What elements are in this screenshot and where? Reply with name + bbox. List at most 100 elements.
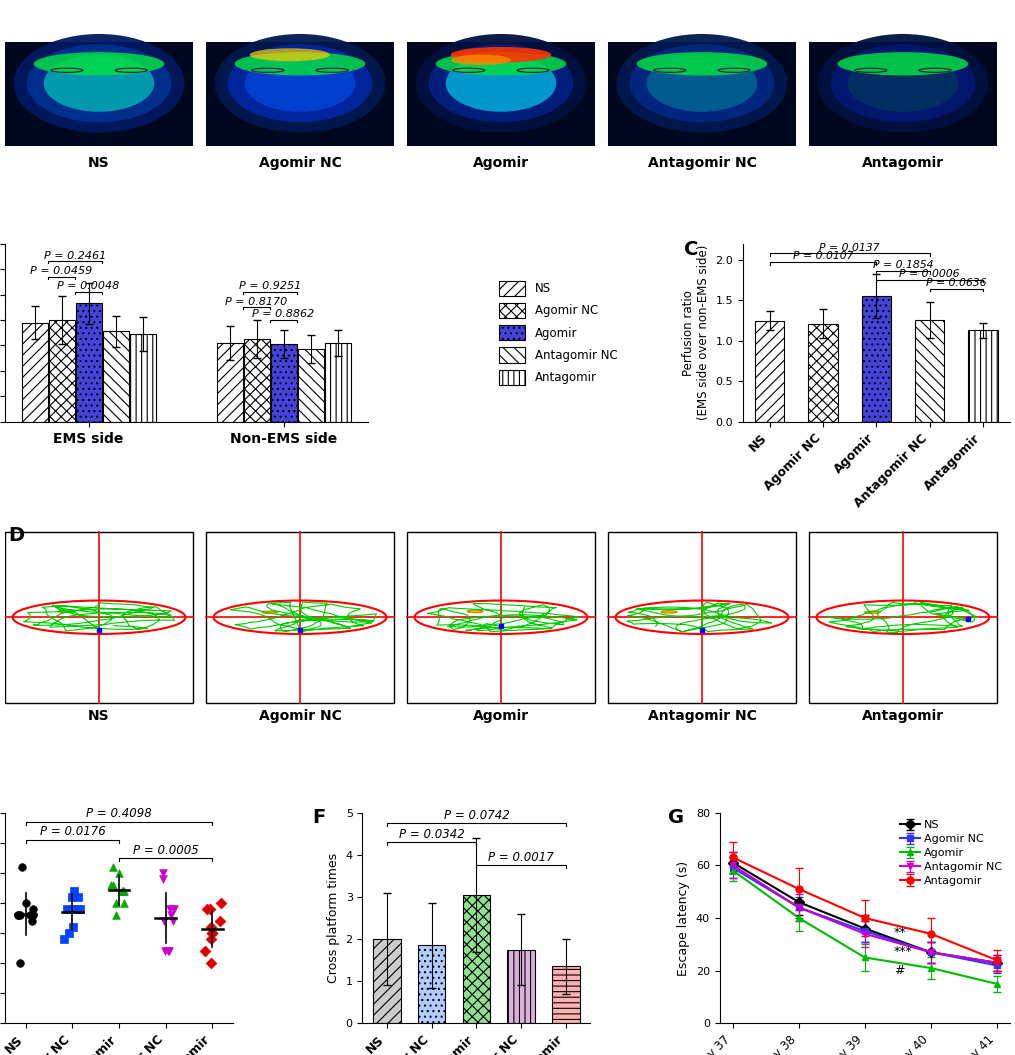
Ellipse shape [13, 34, 185, 133]
Point [18, 895, 35, 912]
Point [197, 943, 213, 960]
Text: Agomir: Agomir [473, 156, 529, 170]
Y-axis label: Escape latency (s): Escape latency (s) [677, 861, 690, 976]
Point [66, 882, 82, 899]
Text: G: G [668, 808, 684, 827]
Ellipse shape [44, 55, 154, 112]
Point [9, 906, 25, 923]
Ellipse shape [467, 610, 483, 613]
Ellipse shape [451, 47, 551, 62]
Point [12, 955, 28, 972]
Point [11, 906, 27, 923]
Point [108, 906, 124, 923]
Text: P = 0.8862: P = 0.8862 [253, 309, 315, 320]
Point [203, 931, 219, 947]
Bar [407, 42, 595, 146]
Point [157, 943, 174, 960]
Text: NS: NS [88, 156, 110, 170]
Point [163, 906, 180, 923]
Point [21, 906, 38, 923]
Point [199, 901, 215, 918]
Bar [968, 330, 998, 422]
Point [64, 888, 80, 905]
Text: P = 0.0342: P = 0.0342 [399, 828, 465, 841]
Text: #: # [894, 964, 904, 977]
Point [105, 859, 121, 876]
Bar [21, 323, 48, 422]
Text: P = 0.0137: P = 0.0137 [819, 243, 880, 252]
Text: A: A [10, 20, 25, 39]
Ellipse shape [435, 52, 566, 76]
Text: ***: *** [894, 945, 912, 958]
Point [114, 882, 130, 899]
Point [65, 919, 81, 936]
Text: Antagomir NC: Antagomir NC [648, 156, 756, 170]
Ellipse shape [234, 52, 365, 76]
Text: P = 0.0459: P = 0.0459 [30, 266, 92, 276]
Point [203, 919, 219, 936]
Text: P = 0.1854: P = 0.1854 [873, 261, 934, 270]
Ellipse shape [59, 610, 74, 613]
Bar [244, 339, 270, 422]
Point [154, 864, 171, 881]
Text: P = 0.2461: P = 0.2461 [44, 251, 106, 261]
Bar [809, 42, 997, 146]
Ellipse shape [245, 55, 355, 112]
Ellipse shape [647, 55, 757, 112]
Point [111, 864, 127, 881]
Bar [755, 321, 785, 422]
Text: P = 0.0107: P = 0.0107 [793, 251, 854, 262]
Text: P = 0.9251: P = 0.9251 [239, 282, 301, 291]
Legend: NS, Agomir NC, Agomir, Antagomir NC, Antagomir: NS, Agomir NC, Agomir, Antagomir NC, Ant… [499, 281, 617, 385]
Bar [508, 950, 535, 1023]
Ellipse shape [415, 34, 587, 133]
Bar [407, 532, 595, 703]
Bar [862, 296, 891, 422]
Point [115, 882, 131, 899]
Point [155, 870, 172, 887]
Bar [206, 532, 394, 703]
Text: P = 0.8170: P = 0.8170 [225, 296, 287, 307]
Point [159, 943, 176, 960]
Ellipse shape [214, 34, 386, 133]
Point [117, 882, 133, 899]
Bar [552, 966, 580, 1023]
Ellipse shape [250, 49, 330, 61]
Text: Antagomir: Antagomir [862, 709, 944, 723]
Text: Antagomir: Antagomir [862, 156, 944, 170]
Ellipse shape [26, 44, 172, 122]
Point [203, 955, 219, 972]
Ellipse shape [262, 611, 277, 613]
Ellipse shape [428, 44, 573, 122]
Bar [5, 42, 193, 146]
Ellipse shape [837, 52, 968, 76]
Point [10, 906, 26, 923]
Point [204, 924, 220, 941]
Bar [808, 324, 837, 422]
Bar [809, 532, 997, 703]
Text: P = 0.0176: P = 0.0176 [40, 825, 106, 839]
Point [56, 931, 72, 947]
Point [212, 895, 228, 912]
Point [72, 901, 88, 918]
Point [161, 943, 178, 960]
Ellipse shape [446, 55, 556, 112]
Bar [271, 344, 297, 422]
Point [59, 901, 75, 918]
Text: P = 0.0636: P = 0.0636 [926, 279, 987, 288]
Text: C: C [684, 241, 698, 260]
Ellipse shape [629, 44, 774, 122]
Y-axis label: Perfusion ratio
(EMS side over non-EMS side): Perfusion ratio (EMS side over non-EMS s… [682, 245, 709, 421]
Text: P = 0.0017: P = 0.0017 [488, 851, 554, 864]
Bar [608, 42, 796, 146]
Ellipse shape [865, 611, 880, 613]
Text: **: ** [894, 926, 906, 939]
Text: Agomir: Agomir [473, 709, 529, 723]
Bar [373, 939, 401, 1023]
Legend: NS, Agomir NC, Agomir, Antagomir NC, Antagomir: NS, Agomir NC, Agomir, Antagomir NC, Ant… [897, 819, 1005, 888]
Point [165, 901, 182, 918]
Text: Agomir NC: Agomir NC [259, 156, 341, 170]
Point [105, 877, 121, 894]
Point [108, 895, 124, 912]
Bar [103, 331, 129, 422]
